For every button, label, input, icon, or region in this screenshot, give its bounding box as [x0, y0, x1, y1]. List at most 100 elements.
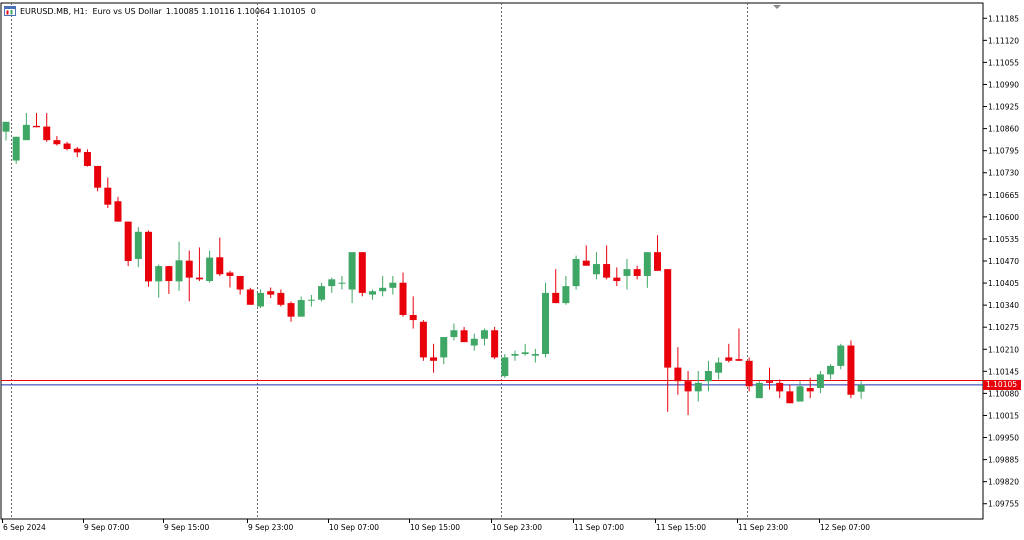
candle-body — [277, 292, 285, 305]
candle-body — [674, 367, 682, 382]
bear-candle — [246, 287, 254, 305]
candle-body — [134, 231, 142, 259]
bear-candle — [684, 370, 692, 416]
chart-info-bar: EURUSD.MB, H1: Euro vs US Dollar 1.10085… — [4, 4, 316, 18]
candle-body — [684, 381, 692, 392]
x-tick-label: 9 Sep 23:00 — [248, 523, 294, 532]
bear-candle — [226, 270, 234, 288]
candle-body — [155, 266, 163, 282]
y-tick-label: 1.09950 — [988, 434, 1019, 443]
bear-candle — [633, 265, 641, 280]
candle-body — [307, 299, 315, 301]
candle-body — [664, 269, 672, 368]
candle-body — [389, 282, 397, 288]
candle-body — [94, 165, 102, 188]
candle-body — [175, 260, 183, 282]
bear-candle — [63, 141, 71, 151]
y-tick-label: 1.10015 — [988, 411, 1019, 420]
candle-body — [2, 121, 10, 132]
candle-body — [53, 140, 61, 145]
bull-candle — [480, 328, 488, 346]
bull-candle — [837, 343, 845, 370]
bull-candle — [643, 252, 651, 288]
bear-candle — [603, 245, 611, 280]
bull-candle — [297, 296, 305, 317]
bull-candle — [816, 370, 824, 394]
y-tick-label: 1.10795 — [988, 147, 1019, 156]
bear-candle — [430, 343, 438, 373]
bull-candle — [511, 350, 519, 361]
bear-candle — [236, 275, 244, 295]
chart-shift-marker[interactable] — [773, 5, 781, 9]
bull-candle — [328, 277, 336, 293]
candle-body — [145, 231, 153, 282]
bull-candle — [389, 275, 397, 295]
candle-body — [745, 360, 753, 387]
candle-body — [43, 126, 51, 141]
candle-body — [348, 252, 356, 290]
bull-candle — [307, 294, 315, 307]
candle-body — [654, 252, 662, 271]
bull-candle — [531, 348, 539, 363]
candle-body — [379, 287, 387, 292]
candle-body — [847, 345, 855, 395]
bear-candle — [358, 252, 366, 297]
y-tick-label: 1.11055 — [988, 58, 1019, 67]
candle-body — [73, 148, 81, 153]
bear-candle — [409, 296, 417, 329]
ohlc-label: 1.10085 1.10116 1.10064 1.10105 0 — [165, 6, 316, 16]
x-tick-label: 11 Sep 15:00 — [656, 523, 706, 532]
candle-body — [409, 314, 417, 321]
bull-candle — [470, 333, 478, 351]
candle-body — [603, 264, 611, 278]
bear-candle — [664, 269, 672, 412]
bear-candle — [287, 301, 295, 322]
candle-body — [582, 260, 590, 266]
bear-candle — [399, 272, 407, 317]
candle-body — [216, 257, 224, 275]
candle-body — [12, 136, 20, 161]
current-price-tag: 1.10105 — [983, 379, 1021, 390]
y-tick-label: 1.10080 — [988, 389, 1019, 398]
bear-candle — [613, 267, 621, 287]
y-tick-label: 1.10340 — [988, 301, 1019, 310]
bear-candle — [43, 112, 51, 142]
y-tick-label: 1.09885 — [988, 456, 1019, 465]
bull-candle — [501, 354, 509, 378]
candle-body — [796, 386, 804, 402]
candle-body — [521, 352, 529, 355]
bear-candle — [582, 245, 590, 266]
candle-body — [766, 381, 773, 383]
y-tick-label: 1.10600 — [988, 213, 1019, 222]
candle-body — [450, 330, 458, 338]
bear-candle — [766, 367, 773, 390]
y-tick-label: 1.10535 — [988, 235, 1019, 244]
symbol-label: EURUSD.MB, H1: Euro vs US Dollar — [20, 6, 162, 16]
bear-candle — [725, 343, 733, 363]
candle-body — [297, 300, 305, 317]
bull-candle — [368, 289, 376, 300]
y-tick-label: 1.09755 — [988, 500, 1019, 509]
candle-body — [83, 152, 91, 166]
x-tick-label: 9 Sep 07:00 — [84, 523, 130, 532]
candle-body — [470, 338, 478, 346]
bull-candle — [379, 275, 387, 297]
y-tick-label: 1.10145 — [988, 367, 1019, 376]
candle-body — [358, 252, 366, 293]
x-tick-label: 11 Sep 07:00 — [574, 523, 624, 532]
bull-candle — [755, 381, 763, 399]
y-tick-label: 1.10990 — [988, 80, 1019, 89]
x-tick-label: 6 Sep 2024 — [3, 523, 46, 532]
candle-body — [226, 272, 234, 276]
bear-candle — [104, 177, 112, 209]
bear-candle — [185, 250, 193, 302]
x-tick-label: 12 Sep 07:00 — [820, 523, 870, 532]
bull-candle — [22, 112, 30, 141]
bull-candle — [206, 250, 214, 283]
bear-candle — [654, 235, 662, 271]
candle-body — [257, 292, 264, 307]
chart-window-icon — [4, 6, 16, 16]
bull-candle — [562, 275, 570, 305]
